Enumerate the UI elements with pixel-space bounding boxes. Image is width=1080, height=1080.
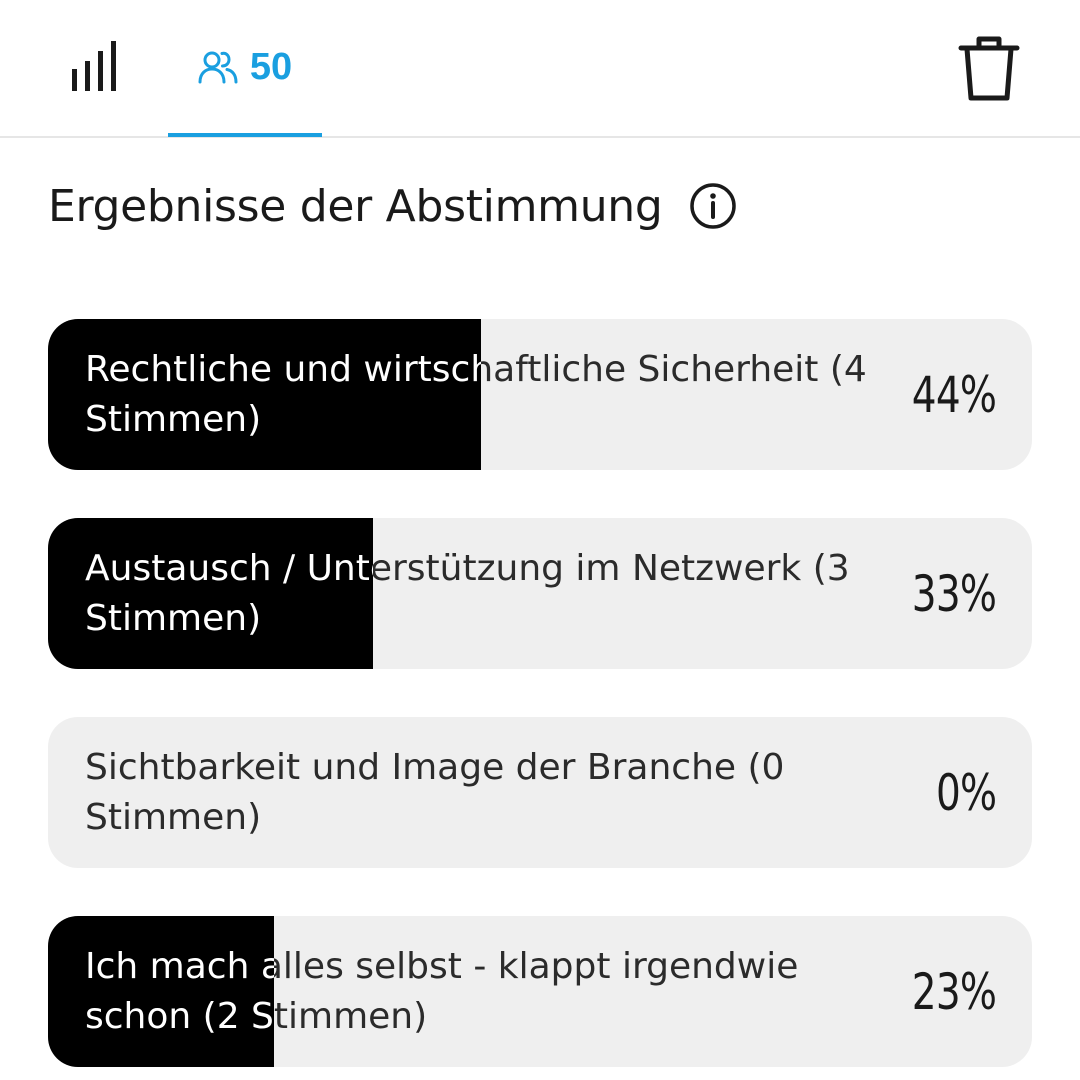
tab-statistics[interactable]	[48, 22, 144, 112]
info-button[interactable]	[689, 182, 737, 230]
poll-option[interactable]: Ich mach alles selbst - klappt irgendwie…	[48, 916, 1032, 1067]
trash-icon	[958, 36, 1020, 101]
active-tab-indicator	[168, 133, 322, 137]
participants-count: 50	[249, 45, 293, 88]
bar-chart-icon	[72, 41, 116, 91]
option-percent: 33%	[911, 564, 997, 623]
option-result-bar	[48, 518, 373, 669]
poll-header: Ergebnisse der Abstimmung	[48, 174, 737, 238]
top-bar: 50	[0, 0, 1080, 138]
option-label: Sichtbarkeit und Image der Branche (0 St…	[85, 746, 785, 838]
option-result-bar	[48, 916, 275, 1067]
poll-options: Rechtliche und wirtschaftliche Sicherhei…	[48, 319, 1032, 1080]
option-label-on-bar: Rechtliche und wirtschaftliche Sicherhei…	[85, 348, 481, 440]
users-icon	[198, 51, 238, 84]
info-icon	[689, 183, 736, 229]
option-percent: 44%	[911, 365, 997, 424]
option-bar-overlay: Austausch / Unterstützung im Netzwerk (3…	[48, 518, 373, 669]
option-label-on-bar: Ich mach alles selbst - klappt irgendwie…	[85, 945, 275, 1037]
tab-participants[interactable]: 50	[168, 22, 322, 112]
poll-option[interactable]: Rechtliche und wirtschaftliche Sicherhei…	[48, 319, 1032, 470]
option-percent: 0%	[935, 763, 997, 822]
option-percent: 23%	[911, 962, 997, 1021]
delete-button[interactable]	[944, 24, 1034, 114]
option-bar-overlay: Ich mach alles selbst - klappt irgendwie…	[48, 916, 274, 1067]
option-result-bar	[48, 319, 481, 470]
poll-option[interactable]: Austausch / Unterstützung im Netzwerk (3…	[48, 518, 1032, 669]
poll-option[interactable]: Sichtbarkeit und Image der Branche (0 St…	[48, 717, 1032, 868]
option-bar-overlay: Rechtliche und wirtschaftliche Sicherhei…	[48, 319, 481, 470]
page-title: Ergebnisse der Abstimmung	[48, 180, 663, 232]
option-label-on-bar: Austausch / Unterstützung im Netzwerk (3…	[85, 547, 373, 639]
